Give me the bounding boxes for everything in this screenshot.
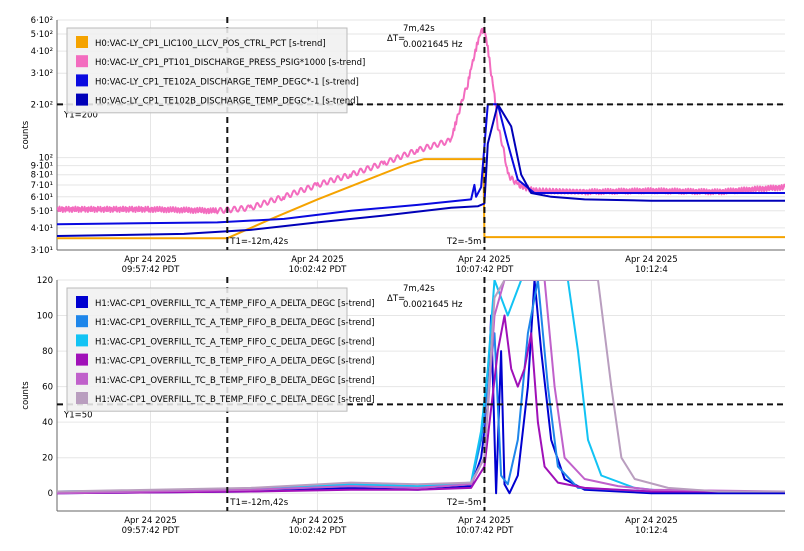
legend-swatch [76, 74, 88, 87]
delta-label: ΔT= [387, 34, 405, 44]
cursor-t2-label: T2=-5m [446, 498, 481, 508]
legend: H1:VAC-CP1_OVERFILL_TC_A_TEMP_FIFO_A_DEL… [66, 287, 375, 412]
legend-entry: H1:VAC-CP1_OVERFILL_TC_B_TEMP_FIFO_C_DEL… [95, 395, 375, 405]
y-tick-label: 40 [42, 418, 53, 428]
legend-entry: H1:VAC-CP1_OVERFILL_TC_A_TEMP_FIFO_B_DEL… [95, 318, 375, 328]
y-tick-label: 6·10¹ [31, 193, 53, 203]
delta-freq: 0.0021645 Hz [403, 300, 463, 310]
series-line [57, 158, 785, 240]
x-tick-label: 10:07:42 PDT [456, 526, 515, 536]
y-tick-label: 60 [42, 383, 53, 393]
legend-swatch [76, 372, 88, 385]
y-tick-label: 4·10¹ [31, 224, 53, 234]
y-tick-label: 80 [42, 347, 53, 357]
x-tick-label: 10:02:42 PDT [289, 265, 348, 275]
legend-swatch [76, 315, 88, 328]
y-tick-label: 4·10² [31, 47, 53, 57]
y-tick-label: 7·10¹ [31, 181, 53, 191]
series-line [57, 314, 785, 495]
legend-entry: H1:VAC-CP1_OVERFILL_TC_A_TEMP_FIFO_C_DEL… [95, 337, 375, 347]
y-tick-label: 5·10² [31, 30, 53, 40]
series-group [57, 280, 785, 495]
legend-swatch [76, 36, 88, 48]
x-tick-label: Apr 24 2025 [291, 255, 344, 265]
y-tick-label: 9·10¹ [31, 162, 53, 172]
cursor-t1-label: T1=-12m,42s [229, 237, 288, 247]
x-tick-label: Apr 24 2025 [625, 516, 678, 526]
cursor-y1-label: Y1=50 [63, 410, 93, 420]
legend-entry: H0:VAC-LY_CP1_LIC100_LLCV_POS_CTRL_PCT [… [95, 39, 326, 49]
y-axis-label: counts [21, 381, 31, 410]
y-tick-label: 5·10¹ [31, 207, 53, 217]
series-line [57, 280, 785, 493]
delta-time: 7m,42s [403, 284, 435, 294]
legend-entry: H1:VAC-CP1_OVERFILL_TC_B_TEMP_FIFO_A_DEL… [95, 357, 375, 367]
legend-entry: H0:VAC-LY_CP1_TE102B_DISCHARGE_TEMP_DEGC… [95, 97, 359, 107]
series-line [57, 103, 785, 226]
legend-box [66, 27, 348, 114]
x-tick-label: Apr 24 2025 [124, 516, 177, 526]
legend: H0:VAC-LY_CP1_LIC100_LLCV_POS_CTRL_PCT [… [66, 27, 365, 114]
y-tick-label: 120 [37, 276, 53, 286]
legend-swatch [76, 353, 88, 366]
legend-entry: H0:VAC-LY_CP1_TE102A_DISCHARGE_TEMP_DEGC… [95, 77, 359, 87]
delta-label: ΔT= [387, 294, 405, 304]
legend-swatch [76, 55, 88, 68]
x-tick-label: 10:02:42 PDT [289, 526, 348, 536]
cursor-y1-label: Y1=200 [63, 110, 98, 120]
series-line [57, 103, 785, 237]
delta-time: 7m,42s [403, 24, 435, 34]
legend-swatch [76, 93, 88, 106]
legend-entry: H0:VAC-LY_CP1_PT101_DISCHARGE_PRESS_PSIG… [95, 58, 365, 68]
y-tick-label: 3·10² [31, 69, 53, 79]
legend-box [66, 287, 348, 412]
x-tick-label: Apr 24 2025 [625, 255, 678, 265]
x-tick-label: Apr 24 2025 [458, 516, 511, 526]
x-tick-label: 10:12:4 [635, 265, 668, 275]
cursor-t1-label: T1=-12m,42s [229, 498, 288, 508]
series-line [57, 280, 785, 495]
y-tick-label: 2·10² [31, 100, 53, 110]
y-tick-label: 100 [37, 312, 53, 322]
y-tick-label: 0 [48, 489, 53, 499]
series-line [57, 27, 785, 215]
y-tick-label: 6·10² [31, 16, 53, 26]
x-tick-label: Apr 24 2025 [291, 516, 344, 526]
y-tick-label: 20 [42, 454, 53, 464]
x-tick-label: 09:57:42 PDT [122, 265, 181, 275]
series-line [57, 280, 785, 493]
x-tick-label: 09:57:42 PDT [122, 526, 181, 536]
y-axis-label: counts [21, 120, 31, 149]
y-tick-label: 8·10¹ [31, 171, 53, 181]
legend-entry: H1:VAC-CP1_OVERFILL_TC_A_TEMP_FIFO_A_DEL… [95, 299, 375, 309]
x-tick-label: 10:12:4 [635, 526, 668, 536]
legend-swatch [76, 392, 88, 404]
cursor-t2-label: T2=-5m [446, 237, 481, 247]
legend-swatch [76, 334, 88, 347]
x-tick-label: Apr 24 2025 [458, 255, 511, 265]
x-tick-label: Apr 24 2025 [124, 255, 177, 265]
x-tick-label: 10:07:42 PDT [456, 265, 515, 275]
y-tick-label: 10² [39, 154, 53, 164]
delta-freq: 0.0021645 Hz [403, 40, 463, 50]
legend-swatch [76, 296, 88, 308]
legend-entry: H1:VAC-CP1_OVERFILL_TC_B_TEMP_FIFO_B_DEL… [95, 376, 375, 386]
y-tick-label: 3·10¹ [31, 246, 53, 256]
